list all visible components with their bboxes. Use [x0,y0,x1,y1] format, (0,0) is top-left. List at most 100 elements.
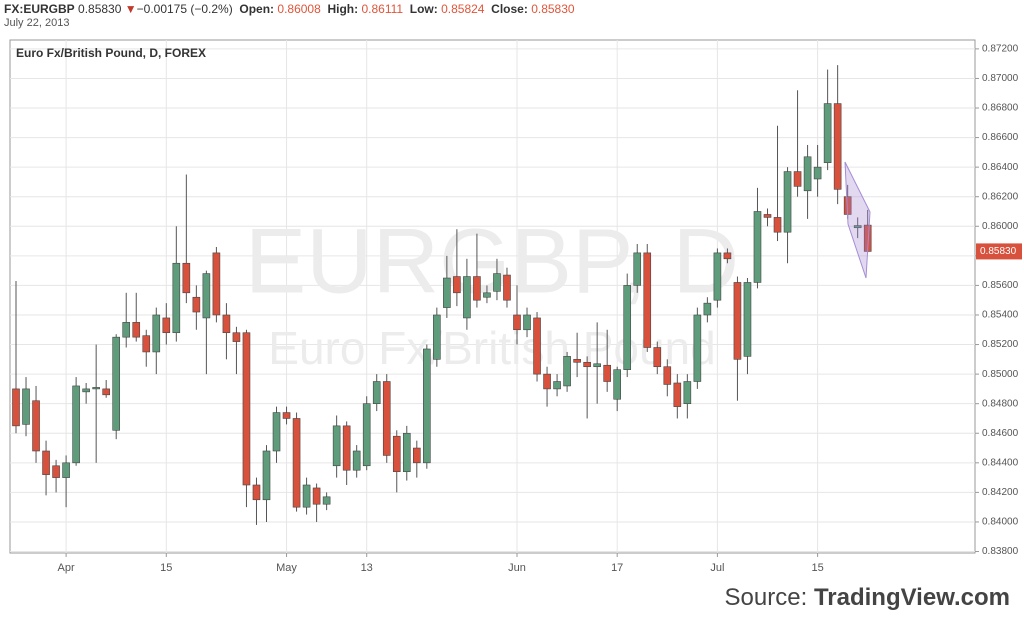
candle-body [382,381,391,456]
candle-body [282,412,291,419]
last-price-label: 0.85830 [980,246,1017,257]
candle-body [823,103,832,164]
candle-body [292,418,301,508]
last-price: 0.85830 [78,2,122,16]
candle-body [222,314,231,334]
grid [10,40,975,553]
change: −0.00175 (−0.2%) [136,2,233,16]
drawing-annotation [844,161,871,279]
candle-body [332,425,341,467]
symbol: FX:EURGBP [4,2,75,16]
candle-body [32,400,40,452]
candle-body [563,356,571,387]
candle-body [543,373,551,390]
y-tick-label: 0.84800 [982,398,1019,409]
candle-body [402,432,411,472]
quote-header: FX:EURGBP 0.85830 ▼−0.00175 (−0.2%) Open… [4,2,575,16]
candle-body [423,348,431,464]
candle-body [723,252,732,260]
candle-body [693,314,702,382]
candle-body [773,217,782,233]
candle-body [372,381,381,404]
candle-body [92,387,100,390]
candle-body [713,252,722,301]
y-tick-label: 0.86600 [982,132,1019,143]
x-tick-label: Jul [710,562,724,574]
candle-body [252,484,261,501]
candle-body [192,296,201,313]
candle-body [42,450,50,475]
axes: 0.83800 0.84000 0.84200 0.84400 0.84600 0.848… [58,44,1022,574]
y-tick-label: 0.86800 [982,103,1019,114]
y-tick-label: 0.85000 [982,369,1019,380]
candle-body [633,252,642,286]
y-tick-label: 0.84600 [982,428,1019,439]
candle-body [603,364,611,382]
candle-body [553,381,561,390]
watermark-subtitle: Euro Fx/British Pound [268,322,715,374]
x-tick-label: 15 [811,562,823,574]
x-tick-label: 17 [611,562,623,574]
candle-body [673,382,682,407]
candle-body [392,435,401,472]
y-tick-label: 0.85400 [982,310,1019,321]
candle-body [623,285,632,370]
candle-body [433,314,441,360]
candle-body [162,317,171,334]
candle-body [473,276,481,301]
candle-body [813,166,822,180]
watermark: EURGBP, D [245,210,739,312]
candle-body [262,450,271,501]
candle-body [122,322,131,338]
source-site: TradingView.com [813,584,1010,611]
candle-body [272,412,281,452]
candle-body [82,388,90,393]
y-tick-label: 0.85600 [982,280,1019,291]
candle-body [483,292,491,298]
candle-body [533,317,541,375]
close-value: 0.85830 [531,2,575,16]
x-tick-label: Jun [508,562,526,574]
low-label: Low: [409,2,438,16]
chart-title: Euro Fx/British Pound, D, FOREX [16,46,206,60]
close-label: Close: [491,2,528,16]
y-tick-label: 0.86200 [982,191,1019,202]
x-tick-label: Apr [58,562,75,574]
candle-body [212,252,221,316]
candle-body [783,171,792,233]
candle-body [583,361,591,368]
candle-body [683,381,692,404]
plot-frame [9,39,976,554]
x-tick-label: May [276,562,297,574]
y-tick-label: 0.87200 [982,44,1019,55]
open-label: Open: [239,2,275,16]
x-tick-label: 13 [361,562,373,574]
last-price-box [976,243,1022,260]
candle-body [833,103,842,190]
candle-body [322,496,331,505]
candle-body [743,282,752,357]
source: Source: TradingView.com [725,584,1010,612]
date: July 22, 2013 [4,17,70,29]
candle-body [112,336,120,431]
y-tick-label: 0.84400 [982,457,1019,468]
candle-body [663,366,672,385]
x-tick-label: 15 [160,562,172,574]
y-tick-label: 0.84200 [982,487,1019,498]
candle-body [352,450,361,471]
candle-body [412,447,421,464]
candle-body [152,314,161,353]
candle-body [703,302,712,316]
candle-body [753,211,762,283]
candle-body [613,369,622,400]
candle-body [22,388,30,425]
candle-body [453,276,461,294]
candle-body [593,363,601,368]
candle-body [72,385,80,464]
y-tick-label: 0.86000 [982,221,1019,232]
candle-body [573,359,581,363]
candle-body [523,314,531,331]
candles [12,65,872,525]
candle-body [463,276,471,319]
